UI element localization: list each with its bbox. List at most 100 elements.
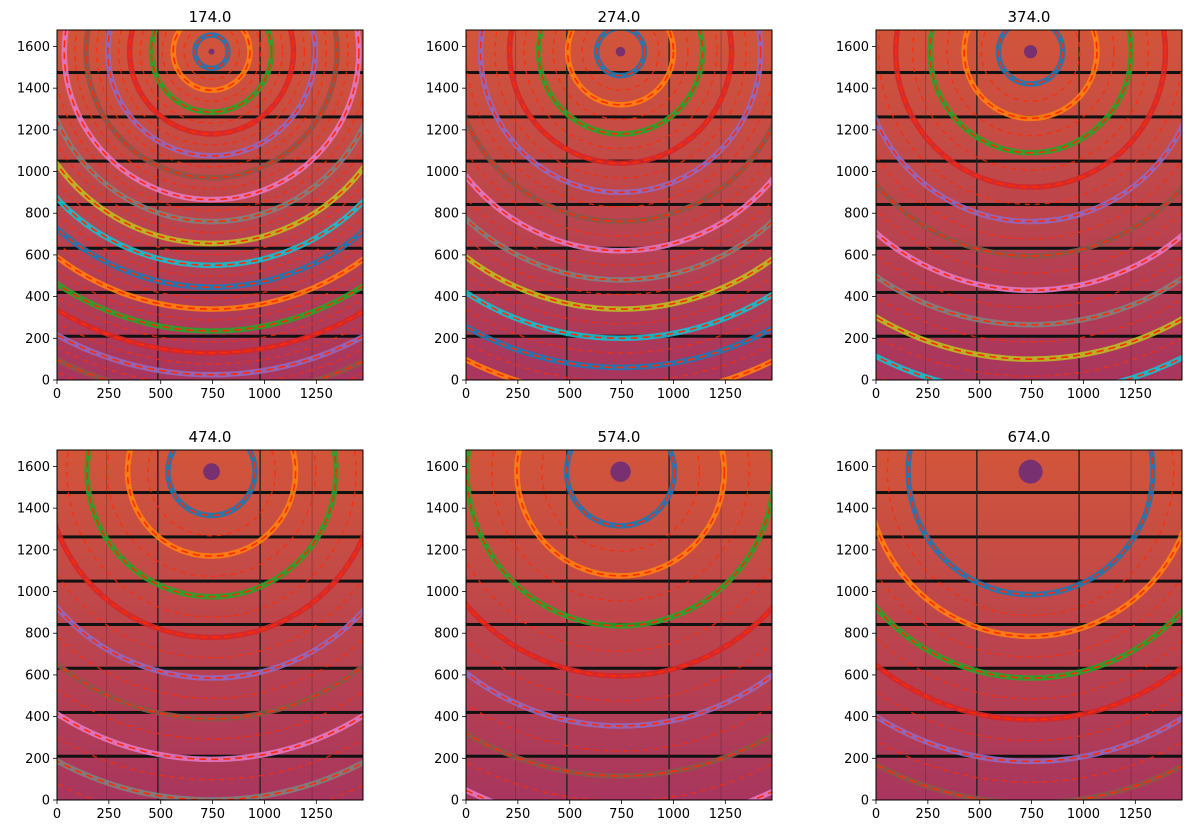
y-tick-label: 200 (434, 332, 459, 347)
y-tick-label: 1400 (426, 82, 459, 97)
module-gap-h (876, 535, 1182, 539)
x-tick-label: 750 (609, 387, 634, 402)
y-tick-label: 600 (25, 668, 50, 683)
ring-fit-mid-5 (876, 154, 1182, 240)
ring-fit-1 (565, 450, 676, 527)
module-seam-v (311, 450, 313, 800)
y-tick-label: 0 (451, 374, 459, 389)
module-seam-v (1130, 30, 1132, 380)
ring-fit-5 (876, 118, 1182, 223)
y-tick-label: 1200 (836, 543, 869, 558)
x-tick-label: 500 (557, 387, 582, 402)
ring-fit-2 (516, 450, 726, 577)
ring-fit-mid-4 (57, 572, 363, 659)
panel-title: 174.0 (189, 8, 232, 26)
x-tick-label: 500 (557, 807, 582, 822)
ring-fit-mid-3 (523, 30, 718, 150)
y-tick-label: 1200 (17, 123, 50, 138)
ring-fit-6 (466, 118, 772, 223)
ring-fit-13 (57, 282, 363, 332)
module-gap-v (668, 450, 670, 800)
module-gap-h (57, 622, 363, 626)
x-tick-label: 250 (505, 387, 530, 402)
module-gap-h (466, 71, 772, 75)
ring-fit-9 (57, 162, 363, 245)
ring-5 (57, 603, 363, 681)
y-tick-label: 1400 (17, 82, 50, 97)
module-gap-h (876, 71, 1182, 75)
module-gap-h (876, 622, 1182, 626)
ring-fit-2 (126, 450, 297, 557)
ring-8 (466, 215, 772, 283)
ring-fit-mid-1 (980, 30, 1081, 102)
ring-fit-mid-3 (912, 30, 1149, 171)
y-tick-label: 800 (25, 207, 50, 222)
y-tick-label: 1600 (426, 40, 459, 55)
module-gap-h (876, 246, 1182, 250)
ring-fit-4 (508, 30, 733, 164)
x-tick-label: 1000 (1067, 387, 1100, 402)
ring-7 (466, 171, 772, 254)
x-tick-label: 750 (609, 807, 634, 822)
ring-fit-mid-1 (541, 450, 701, 552)
ring-5 (876, 712, 1182, 765)
module-gap-h (57, 115, 363, 119)
module-gap-h (57, 579, 363, 583)
x-tick-label: 0 (53, 807, 61, 822)
y-tick-label: 1000 (17, 165, 50, 180)
panel-4: 0 250 500 750 1000 1250 0 200 400 600 800 1000 1200 1… (17, 428, 364, 822)
y-tick-label: 600 (434, 248, 459, 263)
module-gap-h (57, 159, 363, 163)
ring-fit-3 (86, 450, 337, 598)
y-tick-label: 1400 (836, 82, 869, 97)
ring-2 (564, 30, 677, 108)
x-tick-label: 250 (915, 387, 940, 402)
module-seam-v (106, 30, 108, 380)
x-tick-label: 250 (505, 807, 530, 822)
x-tick-label: 1250 (300, 807, 333, 822)
ring-8 (876, 272, 1182, 328)
ring-6 (876, 180, 1182, 259)
y-tick-label: 200 (25, 332, 50, 347)
y-tick-label: 200 (844, 752, 869, 767)
module-gap-h (57, 710, 363, 714)
x-tick-label: 1000 (657, 807, 690, 822)
ring-fit-11 (466, 325, 772, 369)
ring-6 (466, 730, 772, 779)
ring-fit-mid-1 (183, 30, 240, 80)
y-tick-label: 400 (844, 710, 869, 725)
y-tick-label: 600 (25, 248, 50, 263)
y-tick-label: 0 (861, 794, 869, 809)
ring-fit-7 (57, 712, 363, 761)
x-tick-label: 0 (462, 807, 470, 822)
x-tick-label: 1250 (300, 387, 333, 402)
panel-2: 0 250 500 750 1000 1250 0 200 400 600 800 1000 1200 1… (426, 8, 773, 402)
y-tick-label: 1000 (426, 165, 459, 180)
module-gap-h (466, 491, 772, 495)
ring-fit-mid-2 (161, 30, 262, 102)
panel-5: 0 250 500 750 1000 1250 0 200 400 600 800 1000 1200 1… (426, 428, 773, 822)
module-gap-v (259, 450, 261, 800)
y-tick-label: 1000 (426, 585, 459, 600)
x-tick-label: 750 (1019, 807, 1044, 822)
panel-6: 0 250 500 750 1000 1250 0 200 400 600 800 1000 1200 1… (836, 428, 1183, 822)
ring-fit-mid-1 (147, 450, 277, 537)
ring-fit-3 (537, 30, 704, 135)
module-gap-h (466, 710, 772, 714)
ring-4 (57, 520, 363, 641)
ring-fit-mid-3 (466, 559, 772, 652)
x-tick-label: 500 (967, 807, 992, 822)
ring-fit-mid-2 (876, 571, 1182, 658)
axes-frame (875, 449, 1183, 801)
ring-fit-6 (57, 662, 363, 720)
x-tick-label: 1000 (1067, 807, 1100, 822)
ring-fit-mid-7 (466, 197, 772, 266)
y-tick-label: 1200 (836, 123, 869, 138)
beam-spot (208, 48, 215, 55)
module-seam-v (1130, 450, 1132, 800)
module-gap-h (466, 754, 772, 758)
x-tick-label: 500 (148, 387, 173, 402)
ring-fit-mid-12 (57, 269, 363, 321)
y-tick-label: 1400 (426, 502, 459, 517)
ring-fit-mid-2 (552, 30, 689, 121)
